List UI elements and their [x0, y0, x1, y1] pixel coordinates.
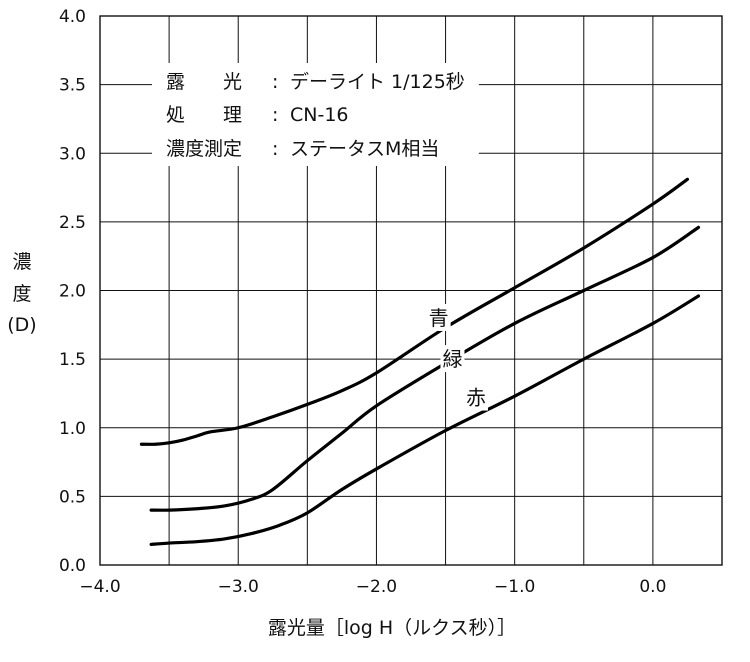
x-tick-label: −4.0 — [79, 577, 120, 597]
series-line-1 — [139, 177, 690, 446]
plot-frame — [99, 15, 723, 566]
y-tick-label: 0.5 — [59, 487, 86, 507]
series-label-3: 赤 — [466, 386, 486, 410]
y-tick-label: 2.0 — [59, 282, 86, 302]
series-line-3 — [149, 294, 701, 547]
y-axis-title-line-2: 度 — [12, 283, 31, 305]
x-tick-label: −3.0 — [218, 577, 259, 597]
annotation-key-3: 濃度測定 — [166, 138, 242, 160]
y-tick-label: 0.0 — [59, 556, 86, 576]
annotation-sep-1: : — [272, 71, 278, 93]
series-label-1: 青 — [429, 306, 449, 330]
annotation-key-2: 処 理 — [166, 104, 242, 126]
y-tick-label: 3.5 — [59, 76, 86, 96]
y-tick-label: 1.0 — [59, 419, 86, 439]
series-lines — [139, 177, 701, 547]
annotation-background — [152, 63, 479, 166]
x-tick-label: −2.0 — [356, 577, 397, 597]
y-tick-label: 2.5 — [59, 213, 86, 233]
y-tick-label: 4.0 — [59, 7, 86, 27]
y-axis-title-line-1: 濃 — [12, 251, 31, 273]
annotation-value-2: CN-16 — [290, 104, 349, 126]
x-tick-labels: −4.0 −3.0 −2.0 −1.0 0.0 — [79, 577, 666, 597]
y-axis-title-line-3: (D) — [7, 314, 36, 336]
series-label-background — [426, 303, 451, 331]
series-label-2: 緑 — [442, 347, 462, 371]
conditions-annotation: 露 光 : デーライト 1/125秒 処 理 : CN-16 濃度測定 : ステ… — [152, 63, 479, 166]
series-line-2 — [149, 225, 701, 512]
series-labels: 青緑赤 — [426, 303, 488, 411]
axes — [99, 15, 723, 566]
x-tick-label: 0.0 — [639, 577, 666, 597]
y-tick-label: 3.0 — [59, 144, 86, 164]
series-label-background — [440, 345, 465, 373]
annotation-sep-3: : — [272, 138, 278, 160]
annotation-value-3: ステータスM相当 — [290, 138, 439, 160]
annotation-value-1: デーライト 1/125秒 — [290, 71, 465, 93]
x-tick-label: −1.0 — [494, 577, 535, 597]
x-axis-title: 露光量［log H（ルクス秒）］ — [268, 617, 516, 639]
series-label-background — [463, 383, 488, 411]
annotation-sep-2: : — [272, 104, 278, 126]
y-tick-labels: 0.0 0.5 1.0 1.5 2.0 2.5 3.0 3.5 4.0 — [59, 7, 86, 576]
y-tick-label: 1.5 — [59, 350, 86, 370]
annotation-key-1: 露 光 — [166, 71, 242, 93]
y-axis-title: 濃 度 (D) — [7, 251, 36, 336]
